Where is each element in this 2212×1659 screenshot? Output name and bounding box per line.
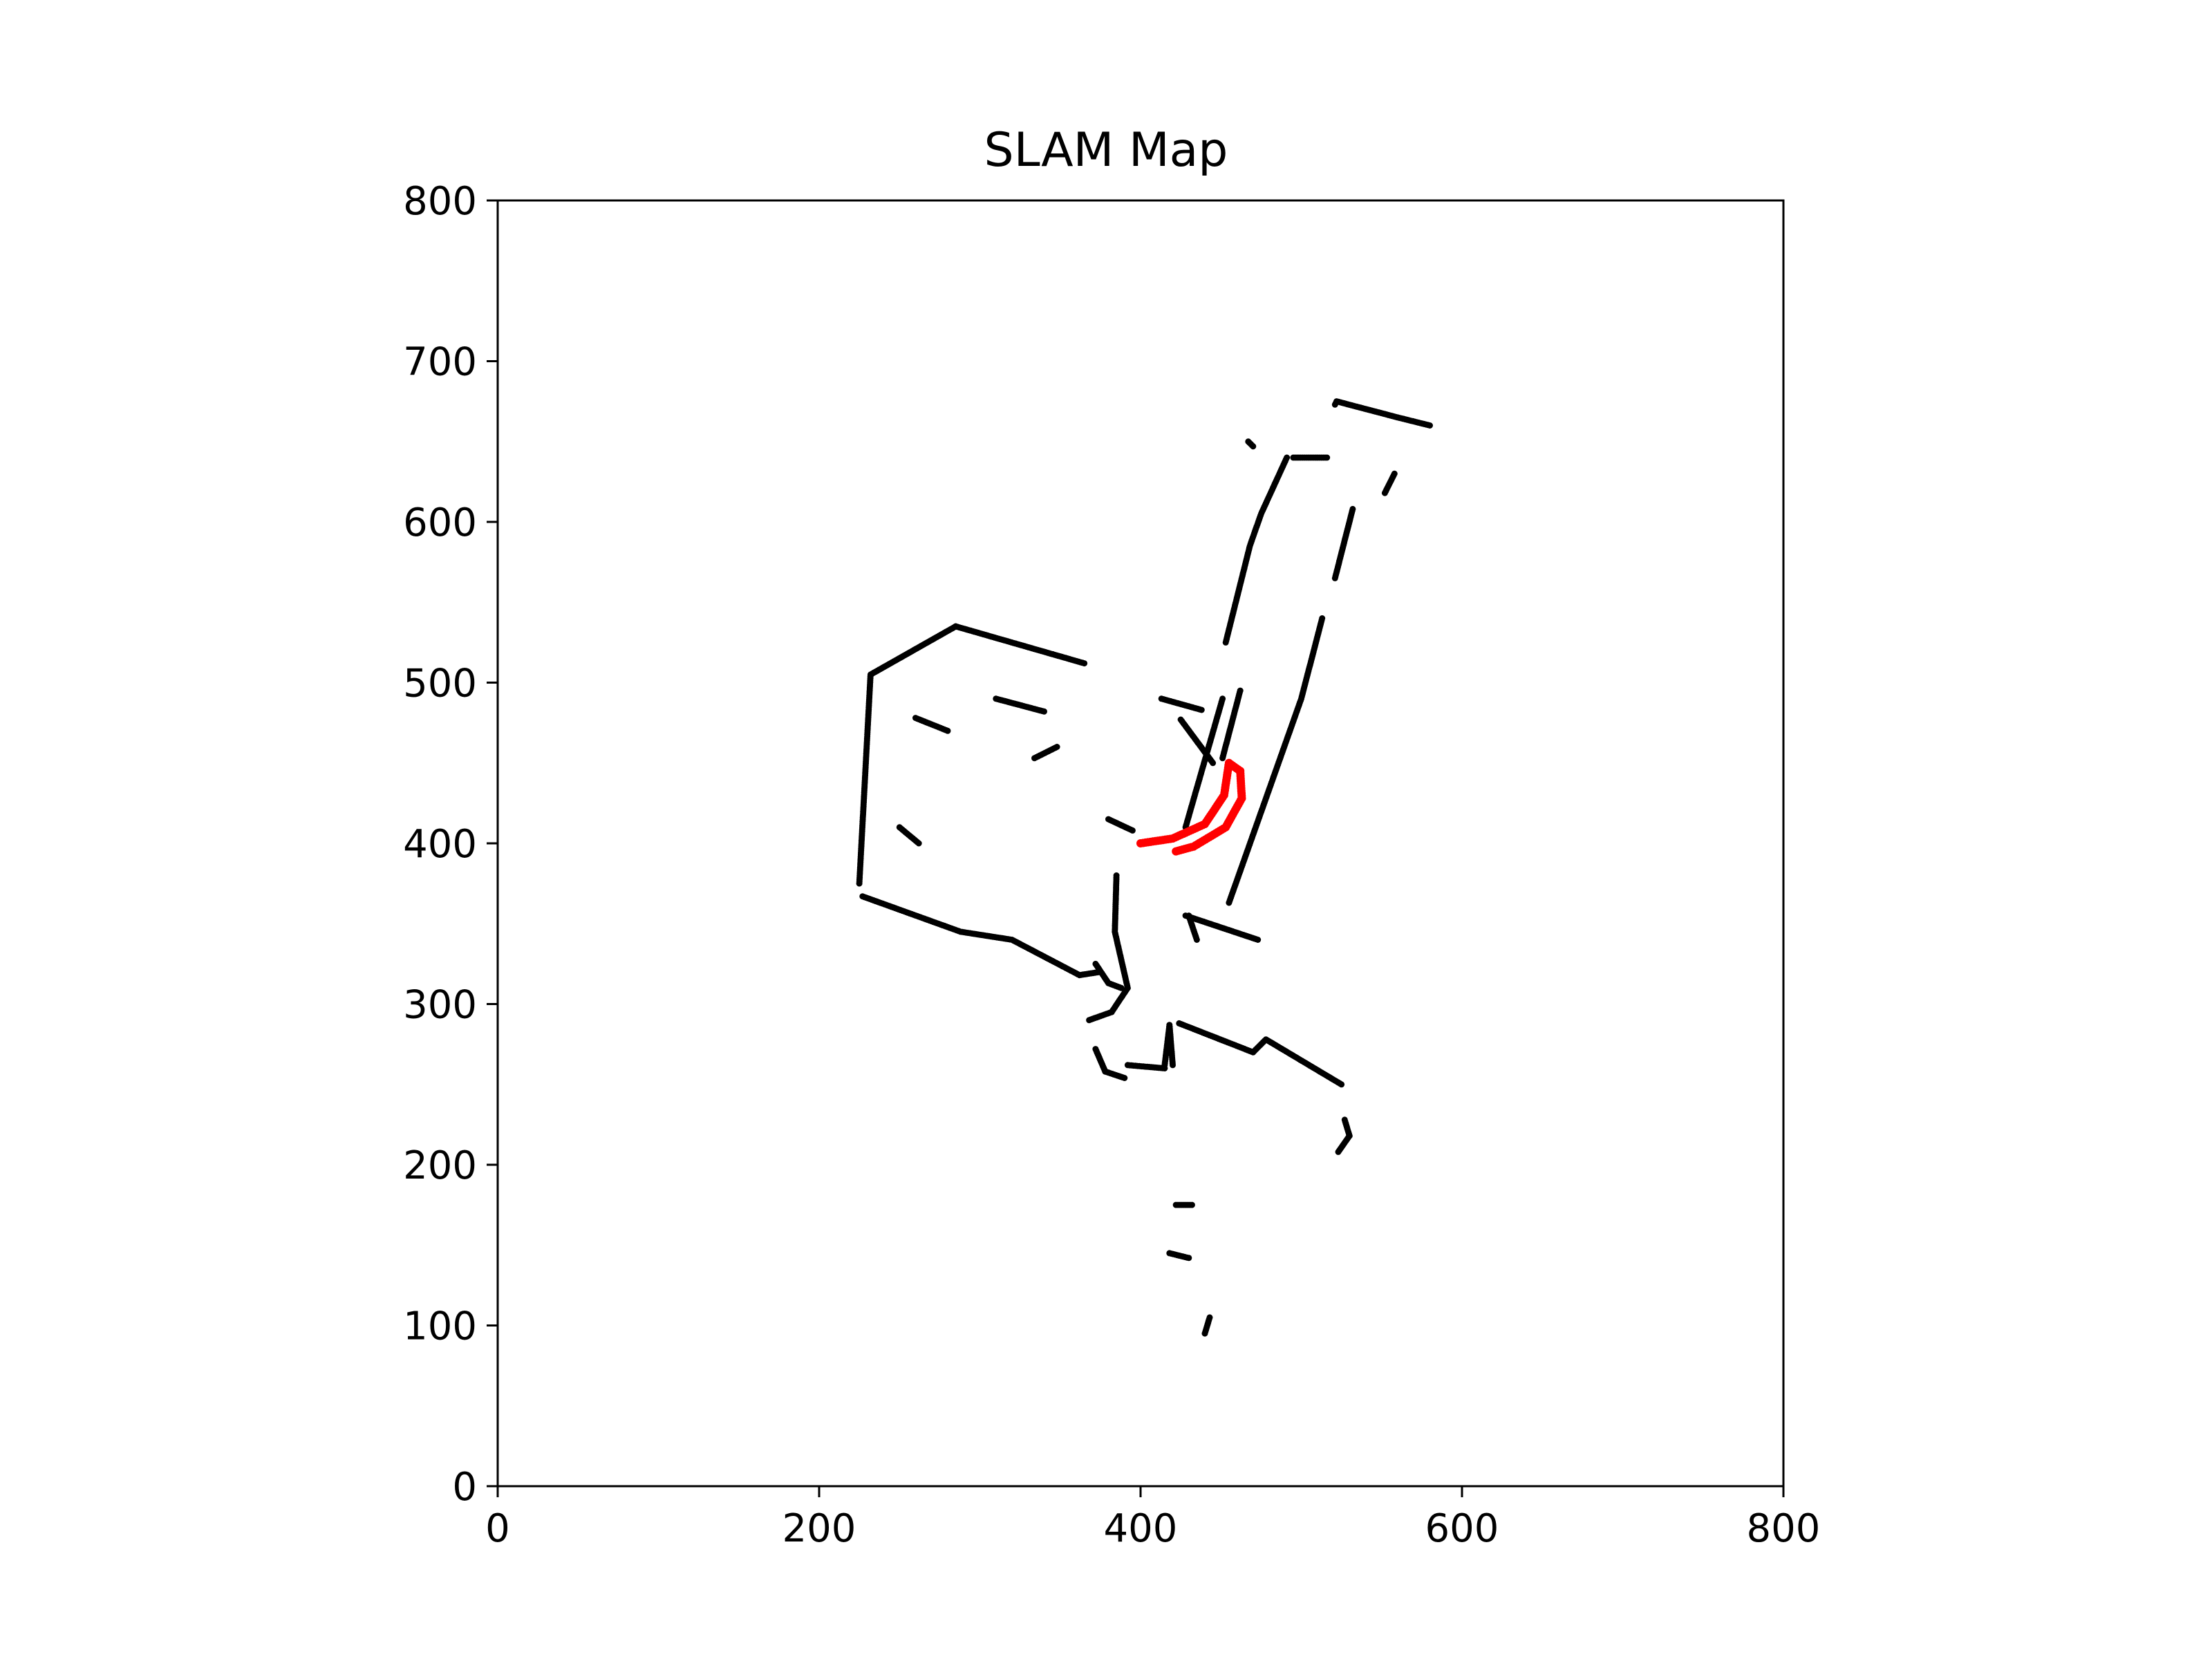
map-point bbox=[1427, 422, 1433, 429]
x-tick-label: 800 bbox=[1747, 1506, 1821, 1551]
map-point bbox=[1250, 443, 1257, 450]
y-tick-label: 500 bbox=[403, 662, 477, 706]
map-point bbox=[1255, 937, 1262, 943]
map-point bbox=[1391, 470, 1398, 477]
map-point bbox=[1081, 660, 1088, 667]
y-tick-label: 400 bbox=[403, 822, 477, 867]
map-point bbox=[1335, 1148, 1342, 1155]
map-point bbox=[1206, 1314, 1213, 1321]
map-point bbox=[1041, 708, 1047, 715]
map-point bbox=[944, 727, 951, 734]
map-point bbox=[1108, 1009, 1115, 1015]
map-point bbox=[1338, 1081, 1345, 1088]
x-tick-label: 200 bbox=[782, 1506, 856, 1551]
map-point bbox=[1129, 827, 1136, 834]
map-point bbox=[1188, 1201, 1195, 1208]
map-point bbox=[1198, 706, 1205, 713]
map-point bbox=[1237, 687, 1244, 694]
y-tick-label: 700 bbox=[403, 340, 477, 385]
map-point bbox=[1118, 984, 1125, 991]
x-tick-label: 0 bbox=[485, 1506, 510, 1551]
map-point bbox=[1185, 1255, 1192, 1262]
map-point bbox=[1193, 937, 1200, 943]
map-point bbox=[1121, 1075, 1128, 1081]
chart-title: SLAM Map bbox=[984, 123, 1228, 178]
x-axis-ticks: 0 200 400 600 800 bbox=[485, 1486, 1820, 1551]
trajectory-point bbox=[1172, 847, 1181, 856]
map-point bbox=[1319, 615, 1326, 621]
x-tick-label: 600 bbox=[1425, 1506, 1499, 1551]
map-point bbox=[856, 880, 863, 887]
map-point bbox=[1284, 454, 1291, 461]
y-tick-label: 200 bbox=[403, 1143, 477, 1188]
map-point bbox=[1219, 695, 1226, 702]
y-tick-label: 0 bbox=[452, 1465, 477, 1510]
map-points-layer bbox=[856, 398, 1433, 1337]
map-point bbox=[1053, 744, 1060, 750]
y-tick-label: 100 bbox=[403, 1304, 477, 1349]
map-point bbox=[1349, 505, 1356, 512]
y-tick-label: 600 bbox=[403, 500, 477, 545]
map-point bbox=[915, 840, 922, 847]
y-tick-label: 300 bbox=[403, 983, 477, 1028]
map-point bbox=[1210, 760, 1217, 767]
trajectory-layer bbox=[1136, 758, 1246, 856]
y-tick-label: 800 bbox=[403, 179, 477, 224]
map-point bbox=[1170, 1062, 1176, 1069]
x-tick-label: 400 bbox=[1104, 1506, 1178, 1551]
map-point bbox=[1324, 454, 1331, 461]
y-axis-ticks: 0 100 200 300 400 500 600 700 800 bbox=[403, 179, 498, 1510]
